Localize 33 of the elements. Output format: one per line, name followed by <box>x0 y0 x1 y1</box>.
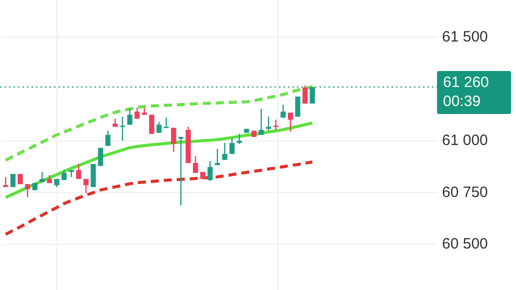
y-tick-label: 60 750 <box>442 184 488 201</box>
candlestick <box>302 84 308 104</box>
candlestick <box>120 116 126 142</box>
candlestick <box>25 184 30 198</box>
y-tick-label: 61 500 <box>442 28 488 46</box>
candlestick <box>222 142 228 161</box>
line-series <box>4 160 314 236</box>
candlestick <box>127 108 132 126</box>
ref-line-label: 61 260 00:39 <box>437 71 511 114</box>
y-tick-label: 61 000 <box>442 132 488 149</box>
candlestick <box>266 116 272 132</box>
candlestick <box>83 178 89 194</box>
line-series <box>4 85 314 162</box>
candlestick <box>178 136 184 206</box>
candlestick <box>208 160 213 182</box>
y-tick-label: 60 500 <box>442 236 488 253</box>
candlestick <box>98 147 104 167</box>
candlestick <box>192 155 198 174</box>
candlestick <box>149 114 154 134</box>
candlestick <box>214 148 220 166</box>
candlestick <box>10 173 16 188</box>
candlestick <box>273 119 278 130</box>
candlestick <box>171 127 176 152</box>
candlestick <box>90 163 96 188</box>
candlestick <box>258 108 264 136</box>
candlestick <box>105 130 110 146</box>
candlestick <box>229 137 235 155</box>
candlestick <box>288 112 293 132</box>
candlestick <box>295 96 300 118</box>
candlestick <box>76 163 82 180</box>
candlestick <box>280 104 286 118</box>
candlestick <box>236 133 242 145</box>
candlestick <box>156 121 162 134</box>
